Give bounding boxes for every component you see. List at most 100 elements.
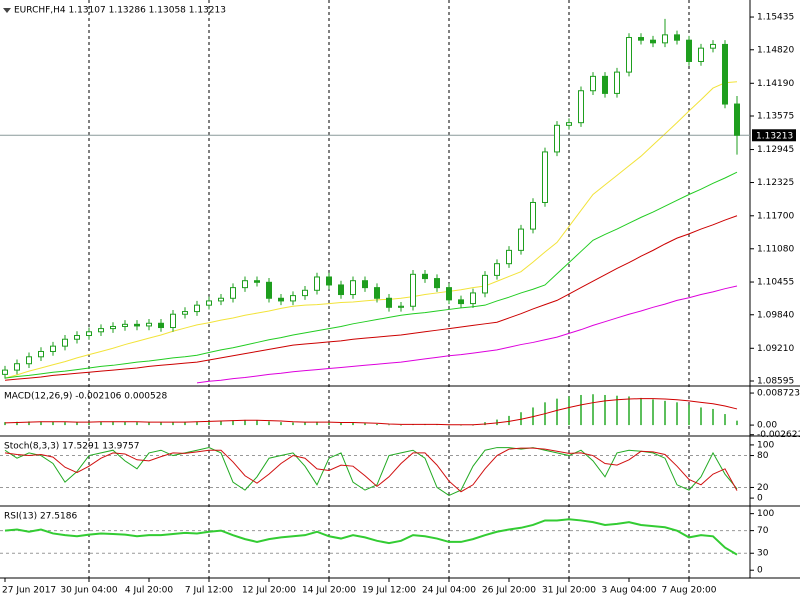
macd-bar [496, 419, 498, 426]
x-tick-label: 7 Aug 20:00 [662, 586, 717, 596]
candle-body [710, 43, 716, 49]
macd-bar [112, 421, 114, 426]
macd-bar [388, 424, 390, 426]
rsi-title: RSI(13) 27.5186 [4, 512, 77, 522]
macd-bar [340, 422, 342, 426]
y-tick-label: 0 [757, 494, 763, 504]
candle-body [74, 335, 80, 340]
y-tick-label: 100 [757, 509, 774, 519]
x-tick-label: 19 Jul 12:00 [362, 586, 416, 596]
macd-bar [400, 425, 402, 426]
candle-body [134, 323, 140, 327]
oscillator-line [4, 518, 738, 556]
candle-body [626, 37, 632, 73]
macd-bar [472, 425, 474, 426]
macd-bar [256, 420, 258, 426]
x-tick-label: 4 Jul 20:00 [125, 586, 174, 596]
candle-body [434, 278, 440, 289]
macd-bar [448, 425, 450, 426]
candle-body [362, 280, 368, 289]
macd-bar [52, 421, 54, 426]
candle-body [482, 274, 488, 294]
y-tick-label: 80 [757, 451, 769, 461]
macd-signal [4, 398, 738, 426]
x-tick-label: 26 Jul 20:00 [482, 586, 536, 596]
y-tick-label: 1.11080 [757, 244, 794, 254]
macd-bar [580, 394, 582, 426]
macd-bar [604, 394, 606, 426]
candle-body [98, 328, 104, 333]
candle-body [26, 356, 32, 365]
macd-bar [688, 404, 690, 426]
y-tick-label: 0.008723 [757, 389, 800, 399]
candle-body [542, 151, 548, 203]
y-tick-label: 0 [757, 566, 763, 576]
moving-average [196, 285, 738, 384]
moving-average [4, 171, 738, 379]
macd-bar [352, 422, 354, 426]
candle-body [182, 311, 188, 315]
x-tick-label: 12 Jul 20:00 [242, 586, 296, 596]
macd-bar [124, 421, 126, 426]
candle-body [554, 124, 560, 153]
candle-body [614, 71, 620, 94]
x-tick-label: 31 Jul 20:00 [542, 586, 596, 596]
y-tick-label: 1.09210 [757, 344, 794, 354]
macd-bar [616, 395, 618, 426]
macd-bar [148, 422, 150, 426]
macd-bar [664, 400, 666, 426]
candle-body [326, 276, 332, 286]
macd-bar [376, 423, 378, 426]
macd-bar [304, 422, 306, 426]
candle-body [638, 37, 644, 41]
candle-body [530, 201, 536, 230]
macd-bar [712, 408, 714, 426]
y-tick-label: 1.10455 [757, 278, 794, 288]
candle-body [290, 295, 296, 302]
y-tick-label: -0.002621 [757, 430, 800, 440]
macd-bar [76, 422, 78, 426]
macd-title: MACD(12,26,9) -0.002106 0.000528 [4, 392, 167, 402]
macd-bar [16, 421, 18, 426]
candle-body [146, 322, 152, 327]
macd-bar [592, 394, 594, 426]
candle-body [2, 369, 8, 375]
last-price-label: 1.13213 [756, 131, 793, 141]
y-tick-label: 1.12325 [757, 178, 794, 188]
macd-bar [64, 422, 66, 426]
macd-bar [568, 396, 570, 426]
candle-body [38, 350, 44, 358]
macd-bar [40, 421, 42, 426]
y-tick-label: 1.15435 [757, 13, 794, 23]
y-tick-label: 70 [757, 526, 769, 536]
macd-bar [88, 421, 90, 426]
candle-body [242, 280, 248, 289]
macd-bar [724, 414, 726, 426]
candle-body [518, 228, 524, 251]
y-tick-label: 1.08595 [757, 377, 794, 387]
macd-bar [628, 396, 630, 426]
y-tick-label: 1.13575 [757, 112, 794, 122]
chart-icon [3, 8, 11, 13]
macd-bar [292, 422, 294, 426]
y-tick-label: 0.00 [757, 421, 777, 431]
oscillator-line [4, 447, 738, 493]
candle-body [410, 273, 416, 307]
y-tick-label: 1.09840 [757, 310, 794, 320]
macd-bar [28, 421, 30, 426]
candle-body [494, 263, 500, 276]
y-tick-label: 1.14190 [757, 79, 794, 89]
chart-title: EURCHF,H4 1.13107 1.13286 1.13058 1.1321… [14, 6, 226, 16]
candle-body [350, 280, 356, 296]
candle-body [194, 304, 200, 313]
candle-body [374, 287, 380, 299]
macd-bar [652, 399, 654, 426]
candle-body [506, 249, 512, 265]
candle-body [338, 284, 344, 296]
y-tick-label: 100 [757, 440, 774, 450]
candle-body [458, 299, 464, 305]
y-tick-label: 30 [757, 549, 769, 559]
macd-bar [520, 412, 522, 426]
macd-bar [208, 421, 210, 426]
candle-body [422, 273, 428, 280]
